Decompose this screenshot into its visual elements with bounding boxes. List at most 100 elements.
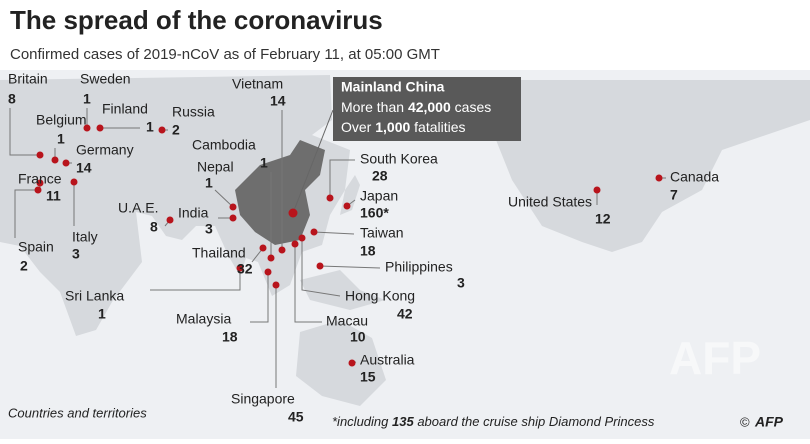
callout-title: Mainland China (341, 79, 445, 95)
location-dot (326, 194, 334, 202)
location-dot (236, 264, 244, 272)
case-count: 1 (205, 175, 213, 191)
case-count: 15 (360, 369, 376, 385)
leader-line (14, 189, 38, 238)
case-count: 42 (397, 306, 413, 322)
location-name: Vietnam (232, 76, 283, 92)
location-dot (264, 268, 272, 276)
location-dot (343, 202, 351, 210)
location-name: United States (508, 194, 592, 210)
case-count: 18 (222, 329, 238, 345)
leader-line (294, 244, 322, 323)
case-count: 11 (46, 188, 61, 204)
china-dot (288, 208, 298, 218)
location-name: Germany (76, 142, 134, 158)
australia-land (296, 320, 386, 406)
location-dot (348, 359, 356, 367)
eurasia-africa (0, 75, 350, 336)
location-name: Belgium (36, 112, 87, 128)
case-count: 1 (260, 155, 268, 171)
location-name: Thailand (192, 245, 246, 261)
watermark: AFP (669, 332, 761, 384)
credit-logo: AFP (754, 414, 784, 430)
location-name: Canada (670, 169, 719, 185)
location-name: Philippines (385, 259, 453, 275)
text: More than (341, 99, 404, 115)
location-dot (96, 124, 104, 132)
leader-line (329, 159, 355, 198)
case-count: 3 (205, 221, 213, 237)
case-count: 18 (360, 243, 376, 259)
location-dot (36, 179, 44, 187)
case-count: 2 (172, 122, 180, 138)
location-name: Malaysia (176, 311, 231, 327)
case-count: 28 (372, 168, 388, 184)
location-dot (655, 174, 663, 182)
location-name: Hong Kong (345, 288, 415, 304)
leader-line (9, 108, 40, 156)
location-dot (34, 186, 42, 194)
location-dot (70, 178, 78, 186)
case-count: 14 (76, 160, 92, 176)
leader-line (150, 268, 241, 291)
case-count: 7 (670, 187, 678, 203)
location-name: Sri Lanka (65, 288, 124, 304)
location-dot (278, 246, 286, 254)
location-dot (593, 186, 601, 194)
case-count: 8 (150, 219, 158, 235)
case-count: 12 (595, 211, 611, 227)
text: 1,000 (375, 119, 410, 135)
leader-line (214, 189, 234, 208)
islands (300, 270, 385, 310)
location-dot (310, 228, 318, 236)
credit-symbol: © (740, 414, 750, 429)
case-count: 3 (72, 246, 80, 262)
text: 42,000 (408, 99, 451, 115)
legend-note: Countries and territories (8, 405, 147, 420)
leader-line (319, 265, 381, 269)
case-count: 45 (288, 409, 304, 425)
text: Over (341, 119, 372, 135)
location-dot (51, 156, 59, 164)
text: *including (332, 414, 389, 429)
footnote: *including 135 aboard the cruise ship Di… (332, 414, 655, 429)
location-dot (36, 151, 44, 159)
case-count: 1 (98, 306, 106, 322)
location-name: Macau (326, 313, 368, 329)
location-dot (298, 234, 306, 242)
location-name: Cambodia (192, 137, 256, 153)
north-america-land (470, 80, 810, 252)
case-count: 1 (57, 131, 65, 147)
location-name: Taiwan (360, 225, 404, 241)
location-name: Russia (172, 104, 215, 120)
location-dot (83, 124, 91, 132)
location-dot (291, 240, 299, 248)
callout-line: More than 42,000 cases (341, 99, 491, 115)
location-dot (229, 203, 237, 211)
location-name: India (178, 205, 209, 221)
subtitle: Confirmed cases of 2019-nCoV as of Febru… (10, 46, 440, 63)
location-dot (229, 214, 237, 222)
text: fatalities (414, 119, 465, 135)
location-dot (166, 216, 174, 224)
location-dot (259, 244, 267, 252)
text: aboard the cruise ship Diamond Princess (417, 414, 655, 429)
case-count: 8 (8, 91, 16, 107)
location-name: Nepal (197, 159, 234, 175)
location-dot (316, 262, 324, 270)
china-land (235, 140, 325, 245)
location-name: U.A.E. (118, 200, 158, 216)
location-name: Finland (102, 101, 148, 117)
case-count: 14 (270, 93, 286, 109)
location-dot (267, 254, 275, 262)
location-name: Italy (72, 229, 98, 245)
location-name: Sweden (80, 71, 131, 87)
location-name: Singapore (231, 391, 295, 407)
location-name: South Korea (360, 151, 438, 167)
case-count: 2 (20, 258, 28, 274)
callout-line: Over 1,000 fatalities (341, 119, 466, 135)
location-name: Britain (8, 71, 48, 87)
location-name: Japan (360, 188, 398, 204)
case-count: 32 (237, 261, 253, 277)
